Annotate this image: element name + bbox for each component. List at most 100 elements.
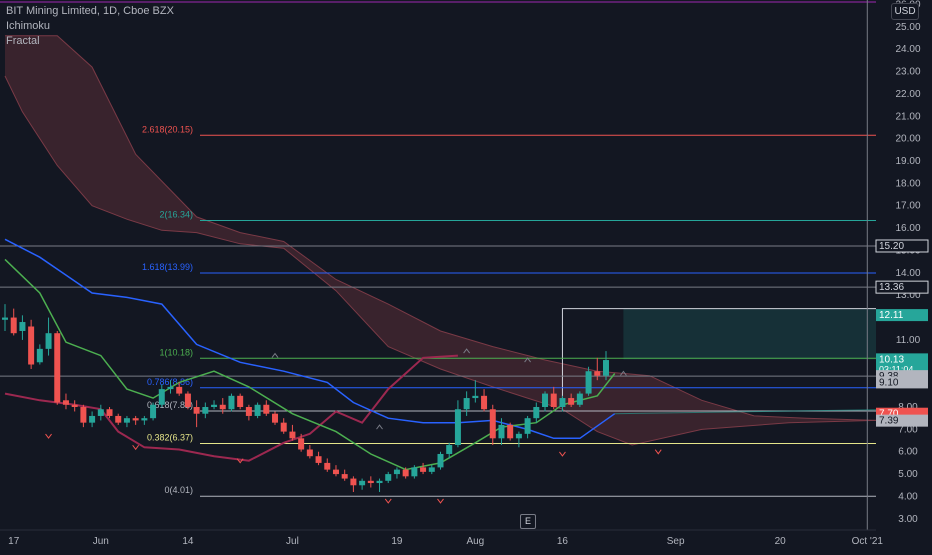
candle-body [280,422,287,432]
price-label: 10.13 [879,354,904,365]
x-tick-label: 20 [775,536,787,547]
candle-body [115,415,122,423]
ichimoku-cloud [5,35,876,446]
fib-level-label: 0.618(7.82) [147,400,193,410]
candle-body [80,407,87,423]
price-label-box [875,239,929,253]
y-tick-label: 8.00 [898,402,918,413]
fractal-down-marker [236,458,244,464]
fib-level-label: 0.786(8.86) [147,377,193,387]
fractal-up-marker [620,370,627,376]
candle-body [245,407,252,416]
candle-body [272,413,279,423]
candle-body [542,393,549,408]
candle-body [602,360,609,376]
y-tick-label: 21.00 [895,111,920,122]
fib-level-label: 0(4.01) [164,485,193,495]
candle-body [524,418,531,434]
candle-body [472,395,479,399]
x-tick-label: Aug [466,536,484,547]
price-label: 9.10 [879,377,899,388]
fib-level-label: 1.618(13.99) [142,262,193,272]
fractal-down-marker [132,444,140,451]
candle-body [463,398,470,410]
candle-body [594,371,601,376]
candle-body [298,438,305,450]
price-label: 15.20 [879,241,904,252]
candle-body [202,407,209,414]
y-tick-label: 3.00 [898,514,918,525]
candle-body [585,371,592,394]
y-tick-label: 13.00 [895,290,920,301]
candle-body [211,404,218,408]
fractal-down-marker [654,449,662,455]
price-label-box [875,280,929,294]
candle-body [350,478,357,486]
candle-body [228,395,235,410]
candle-body [254,404,261,416]
symbol-title[interactable]: BIT Mining Limited, 1D, Cboe BZX [6,5,174,17]
candle-body [123,418,130,423]
candle-body [385,474,392,481]
candle-body [97,409,104,416]
y-tick-label: 22.00 [895,89,920,100]
candle-body [306,449,313,457]
fib-level-label: 0.382(6.37) [147,432,193,442]
y-tick-label: 14.00 [895,268,920,279]
candle-body [158,389,165,405]
price-label-box [876,353,928,376]
candle-body [428,467,435,472]
indicator-fractal[interactable]: Fractal [6,35,40,47]
candle-body [359,480,366,486]
candle-body [71,404,78,408]
y-tick-label: 4.00 [898,491,918,502]
y-tick-label: 19.00 [895,156,920,167]
indicator-ichimoku[interactable]: Ichimoku [6,20,51,32]
earnings-badge[interactable]: E [520,514,536,529]
candle-body [533,407,540,419]
candle-body [454,409,461,446]
fractal-down-marker [559,451,566,457]
candle-body [45,333,52,349]
candle-body [289,431,296,439]
candle-body [393,469,400,475]
candle-body [376,480,383,484]
candle-body [489,409,496,439]
candle-body [89,415,96,423]
candle-body [19,322,26,331]
projection-profit-zone [623,308,894,360]
cloud-lower-line [4,75,877,446]
candle-body [498,424,505,439]
currency-button[interactable]: USD [891,3,919,20]
cloud-upper-line [5,35,877,421]
candle-body [411,467,418,477]
candle-body [550,393,557,408]
price-label-box [876,376,928,389]
price-axis-background [876,0,932,550]
candle-body [507,424,514,439]
y-tick-label: 6.00 [898,447,918,458]
y-tick-label: 24.00 [895,44,920,55]
price-label-box [876,309,928,322]
candle-body [167,386,174,390]
candle-body [332,469,339,475]
fractal-down-marker [45,433,52,439]
y-tick-label: 20.00 [895,134,920,145]
y-tick-label: 7.00 [898,424,918,435]
candle-body [132,418,139,421]
candle-body [481,395,488,410]
candle-body [184,393,191,408]
x-tick-label: Sep [667,536,685,547]
y-tick-label: 23.00 [895,67,920,78]
candle-body [141,418,148,421]
x-tick-label: 19 [391,536,403,547]
candle-body [150,404,157,419]
fractal-down-marker [437,498,444,504]
countdown-label: 03:11:04 [879,364,913,374]
candle-body [559,398,566,408]
candle-body [62,400,69,405]
price-label: 13.36 [879,282,904,293]
candle-body [2,317,8,320]
